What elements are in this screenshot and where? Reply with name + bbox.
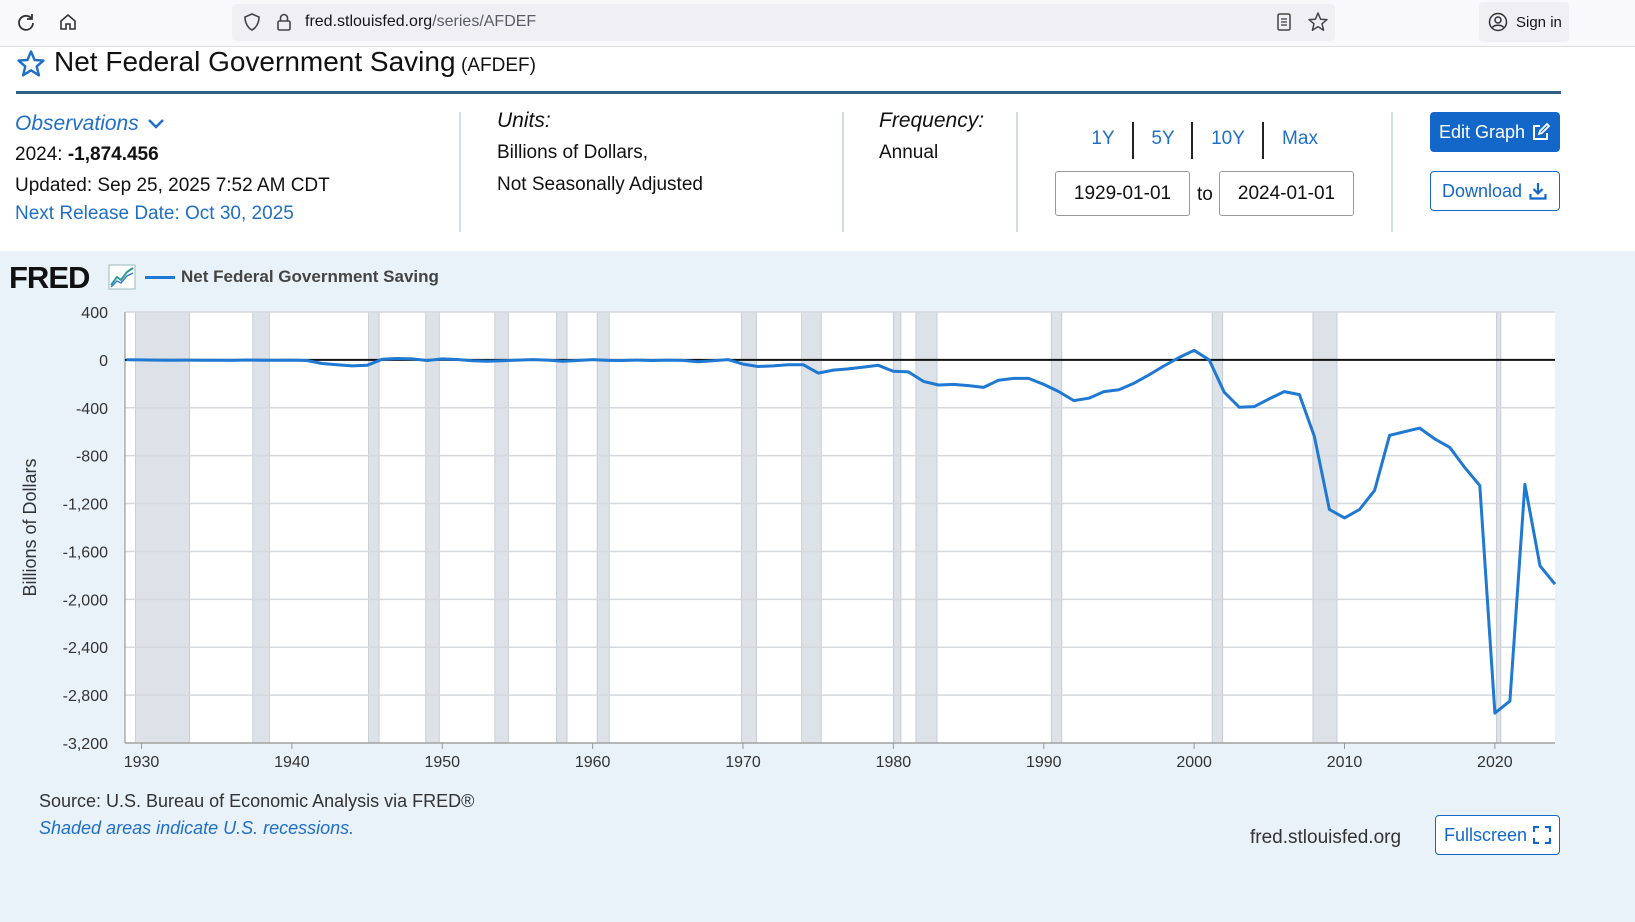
range-10y-button[interactable]: 10Y: [1211, 128, 1245, 149]
frequency-value: Annual: [879, 142, 939, 163]
download-icon: [1529, 183, 1547, 200]
units-label: Units:: [497, 109, 551, 132]
recession-band: [1495, 311, 1502, 744]
next-release-link[interactable]: Next Release Date: Oct 30, 2025: [15, 203, 294, 224]
legend-label: Net Federal Government Saving: [181, 267, 439, 286]
home-icon[interactable]: [54, 8, 82, 36]
series-title-row: Net Federal Government Saving (AFDEF): [16, 46, 1576, 86]
range-separator: [1262, 122, 1264, 159]
reader-view-icon[interactable]: [1270, 8, 1298, 36]
observations-dropdown[interactable]: Observations: [15, 112, 167, 136]
range-separator: [1132, 122, 1134, 159]
recession-band: [892, 311, 902, 744]
latest-observation: 2024: -1,874.456: [15, 144, 159, 165]
edit-graph-label: Edit Graph: [1438, 121, 1526, 142]
header-divider: [16, 91, 1561, 94]
range-1y-button[interactable]: 1Y: [1091, 128, 1115, 149]
fullscreen-icon: [1533, 826, 1552, 844]
recession-band: [801, 311, 822, 744]
chart: 400 0 -400 -800 -1,200 -1,600 -2,000 -2,400 -2,8…: [20, 305, 1557, 771]
end-date-input[interactable]: [1219, 171, 1354, 216]
x-tick-label: 2010: [1327, 754, 1363, 771]
x-tick-label: 2000: [1176, 754, 1212, 771]
column-divider: [842, 112, 844, 232]
legend-swatch: [145, 276, 175, 279]
recession-band: [1050, 311, 1063, 744]
fullscreen-label: Fullscreen: [1443, 824, 1528, 845]
fred-logo: FRED: [9, 260, 90, 295]
x-tick-label: 1930: [124, 754, 160, 771]
bookmark-star-icon[interactable]: [1304, 8, 1332, 36]
edit-graph-button[interactable]: Edit Graph: [1430, 112, 1560, 152]
range-5y-button[interactable]: 5Y: [1151, 128, 1175, 149]
series-id: (AFDEF): [461, 55, 536, 76]
plot-area: [125, 312, 1555, 743]
y-tick-label: -1,600: [63, 544, 108, 561]
recession-band: [425, 311, 440, 744]
observations-label: Observations: [15, 112, 139, 135]
page-title: Net Federal Government Saving: [54, 46, 456, 77]
fred-chart-icon: [108, 264, 136, 290]
sign-in-button[interactable]: Sign in: [1479, 2, 1569, 42]
y-tick-label: -800: [76, 449, 108, 466]
recession-band: [741, 311, 757, 744]
y-tick-label: -3,200: [63, 736, 108, 753]
browser-toolbar: fred.stlouisfed.org/series/AFDEF Sign in: [0, 0, 1635, 47]
y-tick-label: -2,800: [63, 688, 108, 705]
x-tick-label: 1990: [1026, 754, 1062, 771]
chevron-down-icon: [147, 119, 164, 130]
fred-site-label: fred.stlouisfed.org: [1250, 827, 1402, 848]
units-line2: Not Seasonally Adjusted: [497, 174, 703, 195]
recession-band: [135, 311, 191, 744]
x-tick-label: 1940: [274, 754, 310, 771]
recession-band: [915, 311, 938, 744]
recession-band: [252, 311, 270, 744]
range-max-button[interactable]: Max: [1282, 128, 1318, 149]
y-tick-label: 0: [99, 353, 108, 370]
y-tick-label: -2,400: [63, 640, 108, 657]
y-axis-label: Billions of Dollars: [20, 458, 40, 596]
recession-band: [1312, 311, 1338, 744]
x-tick-label: 1980: [876, 754, 912, 771]
url-text[interactable]: fred.stlouisfed.org/series/AFDEF: [305, 13, 537, 30]
fullscreen-button[interactable]: Fullscreen: [1435, 815, 1560, 855]
recession-band: [494, 311, 509, 744]
edit-icon: [1533, 122, 1551, 140]
recession-band: [556, 311, 568, 744]
y-tick-label: 400: [81, 305, 108, 322]
account-icon: [1488, 12, 1508, 32]
recession-note: Shaded areas indicate U.S. recessions.: [39, 818, 355, 838]
units-line1: Billions of Dollars,: [497, 142, 648, 163]
updated-date: Updated: Sep 25, 2025 7:52 AM CDT: [15, 175, 330, 196]
download-button[interactable]: Download: [1430, 171, 1560, 211]
sign-in-label: Sign in: [1516, 14, 1562, 31]
tracking-shield-icon[interactable]: [238, 8, 266, 36]
date-range-to-label: to: [1197, 184, 1213, 205]
recession-band: [596, 311, 610, 744]
series-line: [126, 348, 1557, 715]
x-tick-label: 1960: [575, 754, 611, 771]
frequency-label: Frequency:: [879, 109, 985, 132]
address-bar[interactable]: [232, 4, 1335, 41]
source-note: Source: U.S. Bureau of Economic Analysis…: [39, 791, 475, 811]
y-tick-label: -1,200: [63, 497, 108, 514]
x-tick-label: 1950: [424, 754, 460, 771]
recession-band: [368, 311, 380, 744]
start-date-input[interactable]: [1055, 171, 1190, 216]
latest-value: -1,874.456: [67, 144, 159, 165]
download-label: Download: [1441, 180, 1523, 201]
column-divider: [459, 112, 461, 232]
column-divider: [1016, 112, 1018, 232]
x-tick-label: 1970: [725, 754, 761, 771]
x-tick-label: 2020: [1477, 754, 1513, 771]
reload-icon[interactable]: [12, 8, 40, 36]
y-tick-label: -400: [76, 401, 108, 418]
range-separator: [1191, 122, 1193, 159]
y-tick-label: -2,000: [63, 592, 108, 609]
favorite-star-icon[interactable]: [16, 49, 46, 79]
lock-icon[interactable]: [270, 8, 298, 36]
column-divider: [1391, 112, 1393, 232]
